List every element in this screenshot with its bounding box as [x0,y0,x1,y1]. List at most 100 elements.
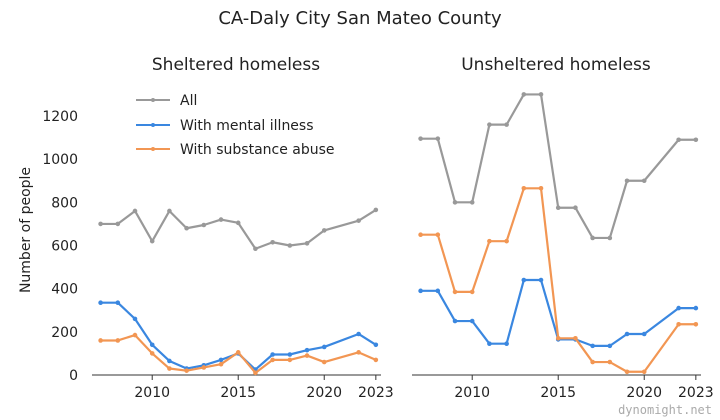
point-unsheltered-homeless-with-substance-abuse-2012 [504,238,509,244]
point-sheltered-homeless-with-substance-abuse-2008 [115,338,121,343]
point-sheltered-homeless-all-2015 [235,220,241,226]
point-sheltered-homeless-with-mental-illness-2014 [218,357,224,363]
x-ticks-unsheltered: 2010 2015 2020 2023 [454,375,714,401]
point-unsheltered-homeless-with-mental-illness-2023 [693,305,699,311]
point-unsheltered-homeless-all-2017 [590,235,595,241]
point-unsheltered-homeless-all-2007 [418,136,423,141]
point-sheltered-homeless-with-substance-abuse-2009 [132,332,138,338]
series-line-sheltered-homeless-all [100,208,377,250]
point-sheltered-homeless-all-2007 [98,221,103,227]
legend: All With mental illness With substance a… [136,93,335,158]
point-sheltered-homeless-with-substance-abuse-2010 [149,351,155,356]
panel-title-sheltered: Sheltered homeless [152,55,320,75]
point-unsheltered-homeless-with-substance-abuse-2011 [487,238,492,244]
point-unsheltered-homeless-with-substance-abuse-2008 [435,232,441,238]
series-line-sheltered-homeless-with-mental-illness [100,301,377,371]
x-tick-label-sheltered-homeless-2015: 2015 [220,385,256,401]
point-unsheltered-homeless-all-2011 [487,122,492,127]
point-unsheltered-homeless-all-2019 [624,178,630,184]
point-sheltered-homeless-with-substance-abuse-2011 [167,366,172,371]
point-unsheltered-homeless-with-mental-illness-2007 [418,288,423,294]
y-tick-label-1200: 1200 [42,109,78,125]
legend-marker-mental-illness [151,123,155,127]
point-sheltered-homeless-with-substance-abuse-2015 [235,350,241,355]
point-sheltered-homeless-with-substance-abuse-2016 [253,370,258,376]
point-unsheltered-homeless-all-2013 [521,92,527,97]
point-unsheltered-homeless-all-2020 [641,178,647,184]
series-line-sheltered-homeless-with-substance-abuse [100,333,377,374]
point-sheltered-homeless-with-mental-illness-2017 [270,352,275,357]
point-unsheltered-homeless-all-2015 [555,205,561,211]
x-tick-label-sheltered-homeless-2023: 2023 [358,385,394,401]
point-sheltered-homeless-all-2010 [149,238,155,244]
point-sheltered-homeless-with-substance-abuse-2018 [287,357,293,363]
point-unsheltered-homeless-with-mental-illness-2008 [435,288,441,294]
point-sheltered-homeless-all-2012 [184,225,189,231]
point-unsheltered-homeless-all-2009 [452,200,458,205]
point-sheltered-homeless-with-mental-illness-2019 [304,347,310,353]
point-unsheltered-homeless-all-2014 [538,92,544,97]
x-tick-label-unsheltered-homeless-2023: 2023 [678,385,714,401]
panel-sheltered: Sheltered homeless 0 200 400 600 800 1000 1200… [42,55,393,401]
point-unsheltered-homeless-with-mental-illness-2010 [469,318,475,324]
point-sheltered-homeless-with-substance-abuse-2017 [270,357,275,363]
series-line-unsheltered-homeless-all [420,93,696,240]
legend-label-all: All [180,93,197,109]
point-unsheltered-homeless-with-substance-abuse-2023 [693,321,699,327]
y-tick-label-0: 0 [69,368,78,384]
legend-label-substance-abuse: With substance abuse [180,142,335,158]
panel-title-unsheltered: Unsheltered homeless [461,55,651,75]
point-sheltered-homeless-all-2022 [356,218,361,223]
point-sheltered-homeless-with-mental-illness-2018 [287,352,293,357]
point-sheltered-homeless-with-mental-illness-2007 [98,300,103,305]
point-sheltered-homeless-with-substance-abuse-2019 [304,353,310,358]
point-unsheltered-homeless-with-mental-illness-2012 [504,341,509,347]
point-unsheltered-homeless-with-substance-abuse-2014 [538,186,544,191]
point-unsheltered-homeless-with-substance-abuse-2019 [624,369,630,375]
series-group-sheltered [98,207,379,376]
x-tick-label-sheltered-homeless-2010: 2010 [134,385,170,401]
point-sheltered-homeless-with-mental-illness-2010 [149,342,155,348]
point-sheltered-homeless-all-2009 [132,208,138,214]
point-unsheltered-homeless-with-mental-illness-2009 [452,318,458,324]
point-sheltered-homeless-with-mental-illness-2020 [321,344,327,350]
series-line-unsheltered-homeless-with-mental-illness [420,278,696,347]
y-tick-label-800: 800 [51,195,78,211]
point-sheltered-homeless-all-2023 [373,207,379,213]
y-axis-label: Number of people [18,167,34,293]
point-unsheltered-homeless-with-mental-illness-2013 [521,277,527,283]
point-unsheltered-homeless-with-substance-abuse-2007 [418,232,423,238]
point-unsheltered-homeless-all-2010 [469,200,475,205]
point-sheltered-homeless-with-substance-abuse-2023 [373,357,379,363]
point-unsheltered-homeless-with-substance-abuse-2010 [469,289,475,295]
x-ticks-sheltered: 2010 2015 2020 2023 [134,375,394,401]
x-tick-label-unsheltered-homeless-2020: 2020 [626,385,662,401]
series-line-unsheltered-homeless-with-substance-abuse [420,187,696,373]
point-sheltered-homeless-with-mental-illness-2022 [356,331,361,337]
figure-title: CA-Daly City San Mateo County [218,8,502,29]
point-sheltered-homeless-all-2018 [287,243,293,248]
point-sheltered-homeless-with-substance-abuse-2007 [98,338,103,343]
point-sheltered-homeless-all-2008 [115,221,121,227]
y-tick-label-400: 400 [51,282,78,298]
point-unsheltered-homeless-with-mental-illness-2017 [590,343,595,349]
point-sheltered-homeless-with-mental-illness-2011 [167,358,172,364]
point-unsheltered-homeless-with-mental-illness-2022 [676,305,681,311]
y-ticks: 0 200 400 600 800 1000 1200 [42,109,78,384]
legend-item-all: All [136,93,197,109]
point-unsheltered-homeless-with-mental-illness-2019 [624,331,630,337]
point-sheltered-homeless-with-substance-abuse-2022 [356,350,361,355]
point-unsheltered-homeless-with-substance-abuse-2013 [521,186,527,191]
legend-item-mental-illness: With mental illness [136,118,314,134]
x-tick-label-unsheltered-homeless-2015: 2015 [540,385,576,401]
point-sheltered-homeless-all-2020 [321,228,327,233]
legend-label-mental-illness: With mental illness [180,118,314,134]
legend-marker-all [151,98,155,102]
legend-item-substance-abuse: With substance abuse [136,142,335,158]
series-group-unsheltered [418,92,699,375]
point-sheltered-homeless-with-substance-abuse-2012 [184,368,189,373]
point-unsheltered-homeless-with-substance-abuse-2017 [590,359,595,365]
point-sheltered-homeless-all-2017 [270,239,275,245]
x-tick-label-sheltered-homeless-2020: 2020 [306,385,342,401]
point-unsheltered-homeless-with-substance-abuse-2022 [676,321,681,327]
